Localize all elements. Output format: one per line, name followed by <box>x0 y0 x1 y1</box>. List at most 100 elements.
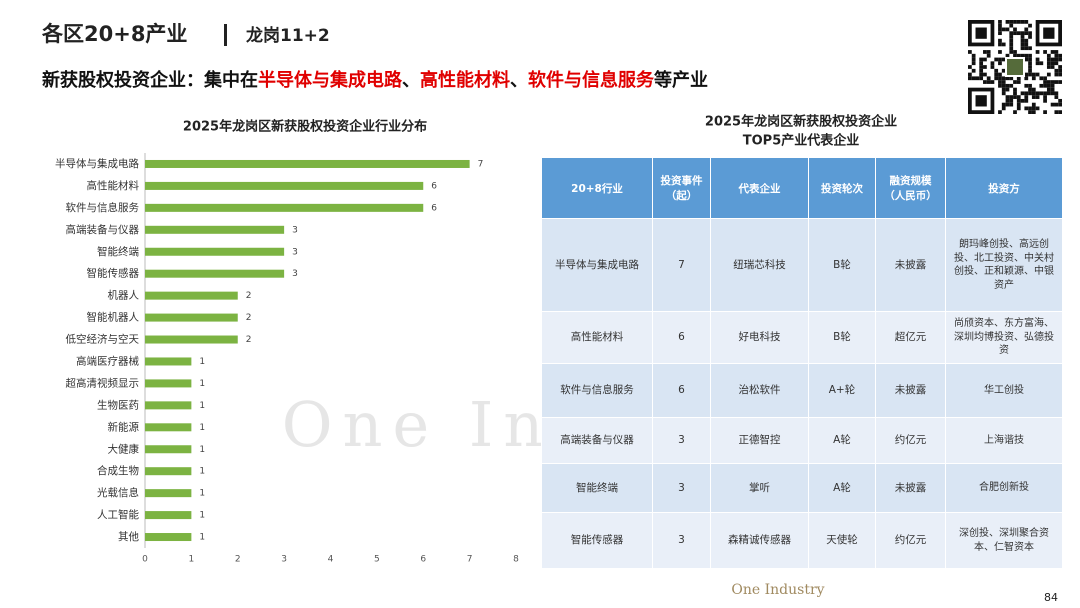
y-tick-label: 智能机器人 <box>87 311 140 324</box>
headline: 新获股权投资企业：集中在半导体与集成电路、高性能材料、软件与信息服务等产业 <box>42 66 708 92</box>
qr-module <box>1020 91 1025 96</box>
qr-module <box>1028 72 1032 77</box>
qr-module <box>1043 76 1047 81</box>
table-cell: 未披露 <box>875 463 946 513</box>
qr-module <box>1001 76 1006 81</box>
data-label: 1 <box>199 445 205 455</box>
qr-module <box>1028 35 1032 39</box>
qr-module <box>1043 91 1047 96</box>
qr-finder <box>975 95 987 107</box>
table-cell: 华工创投 <box>945 363 1063 418</box>
qr-module <box>1013 50 1017 54</box>
qr-module <box>1005 76 1010 81</box>
qr-module <box>998 23 1002 28</box>
qr-module <box>994 76 999 81</box>
y-tick-label: 低空经济与空天 <box>66 333 140 346</box>
qr-module <box>975 76 980 81</box>
x-tick-label: 6 <box>420 555 426 565</box>
qr-module <box>1013 91 1017 96</box>
qr-module <box>994 68 999 73</box>
qr-module <box>1058 80 1062 84</box>
qr-module <box>1001 42 1006 47</box>
table-header-cell: 投资事件（起） <box>652 157 711 219</box>
qr-code <box>968 19 1063 114</box>
qr-module <box>1031 72 1036 77</box>
data-table: 20+8行业 投资事件（起） 代表企业 投资轮次 融资规模（人民币） 投资方 半导体与集成… <box>541 157 1063 569</box>
qr-module <box>1031 106 1036 111</box>
qr-module <box>1013 20 1017 24</box>
table-row: 半导体与集成电路 7 纽瑞芯科技 B轮 未披露 朗玛峰创投、高远创投、北工投资、中关村创投… <box>541 218 1063 312</box>
y-tick-label: 大健康 <box>108 442 140 455</box>
bar <box>145 401 192 410</box>
table-cell: 3 <box>652 463 711 513</box>
qr-module <box>1028 91 1032 96</box>
table-header-cell: 20+8行业 <box>541 157 653 219</box>
table-cell: 天使轮 <box>808 512 876 569</box>
qr-module <box>1028 110 1032 114</box>
qr-module <box>1058 68 1062 73</box>
qr-module <box>1020 31 1025 36</box>
qr-module <box>1050 65 1055 69</box>
qr-module <box>1024 38 1029 43</box>
qr-module <box>1001 57 1006 62</box>
qr-module <box>1043 110 1047 114</box>
header-title: 各区20+8产业 <box>41 22 187 46</box>
qr-module <box>1058 98 1062 103</box>
qr-module <box>1016 80 1021 84</box>
qr-module <box>983 57 987 62</box>
qr-module <box>1024 20 1029 24</box>
qr-module <box>990 61 995 66</box>
qr-module <box>979 68 984 73</box>
qr-module <box>1024 57 1029 62</box>
y-tick-label: 高端装备与仪器 <box>66 223 140 236</box>
data-label: 2 <box>246 313 252 323</box>
qr-module <box>1054 102 1059 107</box>
table-cell: 3 <box>652 512 711 569</box>
qr-module <box>998 50 1002 54</box>
qr-module <box>1035 57 1040 62</box>
qr-module <box>1016 20 1021 24</box>
qr-module <box>1016 76 1021 81</box>
data-label: 1 <box>199 533 205 543</box>
table-header-cell: 投资方 <box>945 157 1063 219</box>
x-tick-label: 5 <box>374 555 380 565</box>
y-tick-label: 智能终端 <box>97 245 139 258</box>
qr-module <box>1016 31 1021 36</box>
qr-module <box>1009 35 1014 39</box>
data-label: 1 <box>199 379 205 389</box>
y-tick-label: 其他 <box>118 530 139 543</box>
qr-module <box>1058 110 1062 114</box>
qr-module <box>1009 38 1014 43</box>
bar <box>145 489 192 498</box>
table-cell: 超亿元 <box>875 311 946 364</box>
qr-module <box>1001 83 1006 88</box>
y-tick-label: 智能传感器 <box>87 267 140 280</box>
bar <box>145 335 238 344</box>
x-tick-label: 0 <box>142 555 148 565</box>
y-tick-label: 人工智能 <box>97 508 139 521</box>
qr-module <box>1024 91 1029 96</box>
qr-module <box>1035 50 1040 54</box>
qr-module <box>1009 95 1014 99</box>
qr-module <box>1024 98 1029 103</box>
qr-module <box>1024 76 1029 81</box>
qr-module <box>1013 53 1017 58</box>
qr-module <box>1058 53 1062 58</box>
y-tick-label: 高性能材料 <box>87 179 140 192</box>
qr-module <box>1046 83 1051 88</box>
qr-module <box>1001 91 1006 96</box>
table-cell: 好电科技 <box>710 311 809 364</box>
qr-module <box>1028 31 1032 36</box>
bar <box>145 511 192 520</box>
qr-module <box>979 57 984 62</box>
qr-module <box>1050 61 1055 66</box>
qr-module <box>971 57 976 62</box>
qr-module <box>990 65 995 69</box>
qr-module <box>971 76 976 81</box>
qr-module <box>1001 27 1006 32</box>
separator <box>224 24 227 46</box>
qr-module <box>968 72 972 77</box>
qr-module <box>1024 46 1029 51</box>
table-cell: 智能传感器 <box>541 512 653 569</box>
qr-module <box>1050 50 1055 54</box>
